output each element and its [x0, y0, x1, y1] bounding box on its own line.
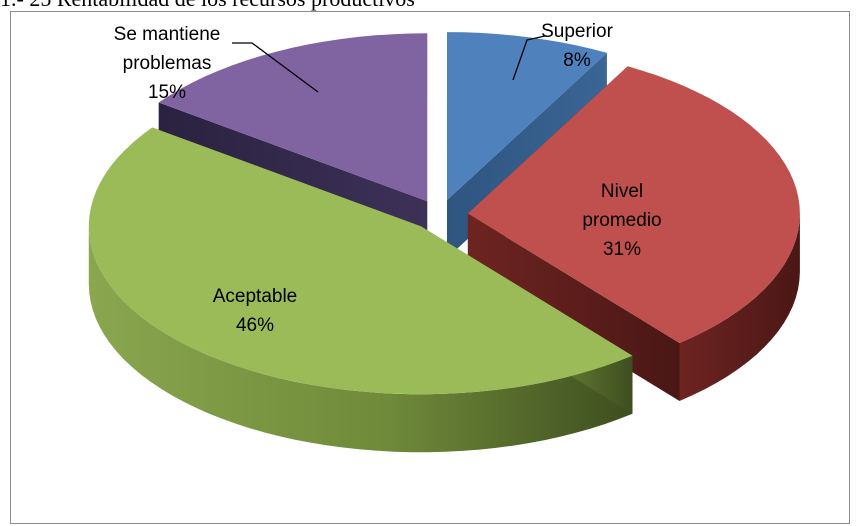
- slice-name-label: Superior: [541, 21, 613, 42]
- pie-slice-top: [88, 127, 633, 395]
- slice-percent-label: 15%: [148, 82, 186, 103]
- pie-slice-side: [679, 213, 800, 401]
- pie-slice-top: [158, 33, 428, 202]
- pie-slice-top: [446, 32, 607, 201]
- slice-percent-label: 31%: [603, 239, 641, 260]
- slice-percent-label: 46%: [236, 315, 274, 336]
- pie-slice-side: [88, 226, 633, 453]
- pie-slice-aceptable: [88, 127, 633, 453]
- slice-name-label: problemas: [123, 53, 212, 74]
- figure-caption: 1.- 25 Rentabilidad de los recursos prod…: [0, 0, 865, 11]
- slice-percent-label: 8%: [563, 50, 591, 71]
- slice-name-label: Nivel: [601, 181, 643, 202]
- slice-name-label: Se mantiene: [114, 24, 221, 45]
- leader-line: [232, 42, 319, 93]
- slice-name-label: Aceptable: [213, 286, 298, 307]
- slice-name-label: promedio: [582, 210, 661, 231]
- leader-line: [512, 35, 546, 81]
- pie-slice-top: [467, 66, 800, 344]
